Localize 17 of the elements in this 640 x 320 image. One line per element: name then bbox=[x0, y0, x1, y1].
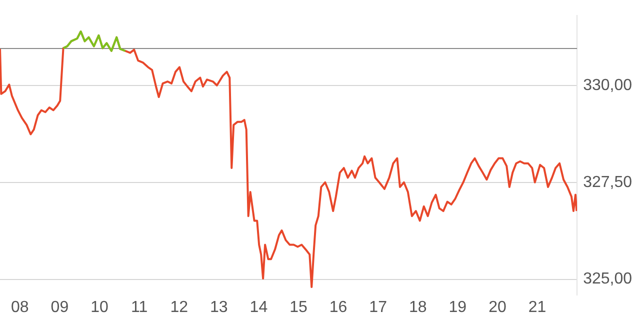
y-tick-label: 330,00 bbox=[583, 76, 632, 94]
x-tick-label: 19 bbox=[448, 298, 467, 316]
x-tick-label: 09 bbox=[50, 298, 69, 316]
x-tick-label: 14 bbox=[250, 298, 268, 316]
y-tick-label: 325,00 bbox=[583, 270, 632, 288]
x-tick-label: 21 bbox=[528, 298, 546, 316]
x-tick-label: 13 bbox=[210, 298, 228, 316]
x-tick-label: 15 bbox=[290, 298, 308, 316]
y-tick-label: 327,50 bbox=[583, 174, 632, 191]
x-tick-label: 12 bbox=[170, 298, 188, 316]
x-tick-label: 16 bbox=[329, 298, 348, 316]
x-tick-label: 17 bbox=[369, 298, 388, 316]
x-tick-label: 10 bbox=[90, 298, 108, 316]
x-tick-label: 08 bbox=[11, 298, 29, 316]
x-tick-label: 11 bbox=[130, 298, 148, 316]
x-tick-label: 20 bbox=[488, 298, 506, 316]
x-tick-label: 18 bbox=[408, 298, 427, 316]
